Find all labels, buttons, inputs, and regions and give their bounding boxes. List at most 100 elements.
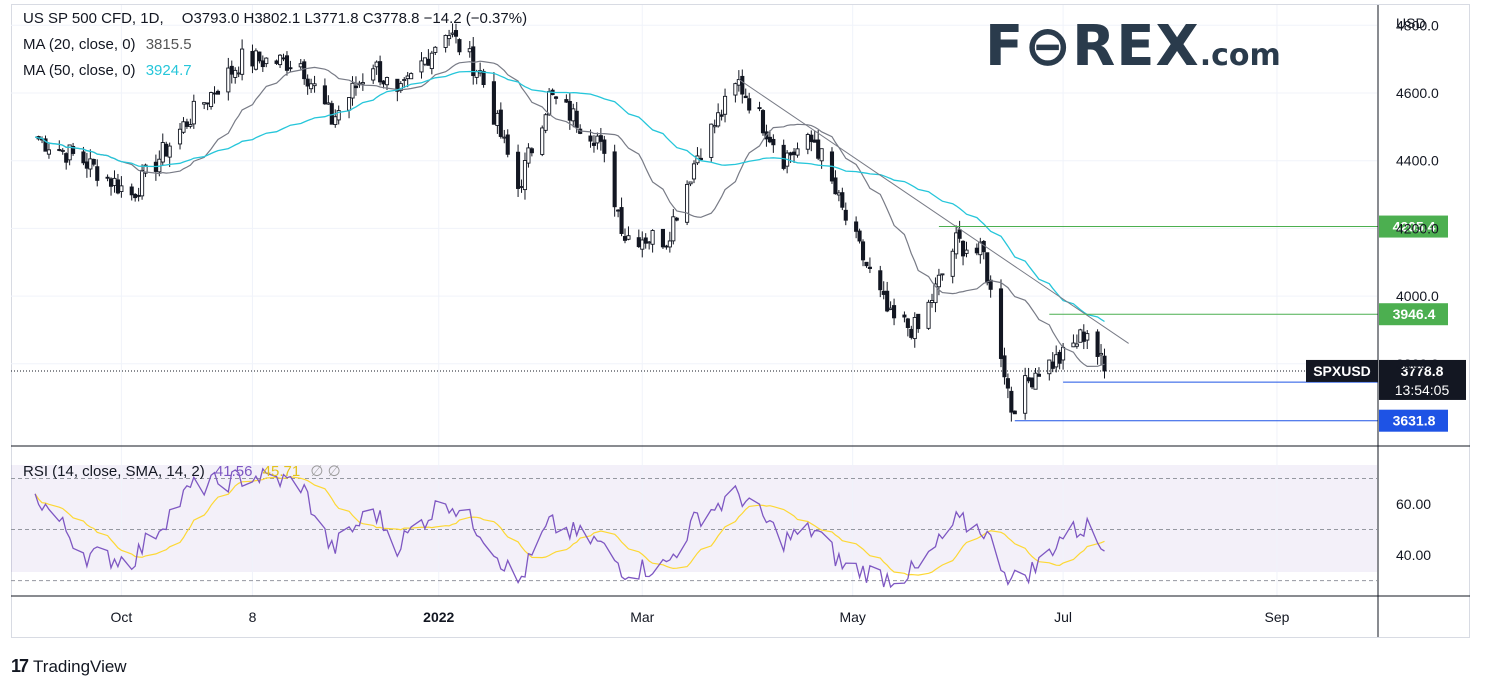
ma20-line <box>34 60 1105 368</box>
candle <box>716 103 721 128</box>
candle <box>429 50 434 75</box>
candle <box>1078 328 1083 343</box>
candle-body-down <box>1036 373 1041 377</box>
candle <box>843 202 848 226</box>
date-tick-label: Mar <box>630 609 654 625</box>
candle <box>1050 352 1055 373</box>
candle-body-down <box>115 179 120 194</box>
candle <box>740 69 745 104</box>
candle <box>543 113 548 134</box>
candle <box>936 268 941 296</box>
candle-body-down <box>1050 361 1055 369</box>
candle-body-up <box>543 114 548 131</box>
candle <box>91 158 96 167</box>
candle-body-up <box>167 145 172 158</box>
candle-body-up <box>1071 342 1076 348</box>
candle-body-down <box>719 114 724 117</box>
candle <box>540 125 545 157</box>
grid <box>11 5 1377 596</box>
candle-body-down <box>864 261 869 267</box>
candle-body-down <box>574 110 579 128</box>
candle-body-up <box>671 216 676 242</box>
candle-body-up <box>526 147 531 164</box>
candle-body-up <box>733 83 738 96</box>
candle <box>529 147 534 157</box>
candle <box>202 102 207 110</box>
price-tick-label: 4400.0 <box>1396 153 1439 169</box>
level-badge <box>1379 409 1448 432</box>
candle-body-up <box>1085 333 1090 341</box>
tradingview-label: TradingView <box>33 656 127 676</box>
candle <box>402 77 407 88</box>
candle-body-down <box>498 109 503 137</box>
candle-body-up <box>929 300 935 303</box>
candle <box>81 146 86 166</box>
candle-body-up <box>936 274 941 288</box>
candle <box>840 187 845 211</box>
candle-body-up <box>495 112 500 126</box>
candle <box>974 243 979 256</box>
ma20-label: MA (20, close, 0) <box>23 36 136 53</box>
date-tick-label: Oct <box>110 609 132 625</box>
candle <box>478 62 483 77</box>
candle <box>616 209 621 218</box>
candle-body-down <box>833 177 838 195</box>
candle-body-down <box>95 166 100 181</box>
candle <box>1074 334 1079 349</box>
logo-suffix: .com <box>1199 38 1281 73</box>
candle <box>347 97 352 119</box>
chart-frame <box>11 4 1470 638</box>
candle-body-up <box>547 91 552 116</box>
candle-body-down <box>812 139 817 143</box>
candle-body-down <box>257 51 262 62</box>
rsi-tick-label: 60.00 <box>1396 496 1431 512</box>
candle-body-up <box>160 142 165 163</box>
candle-body-up <box>685 183 690 223</box>
candle <box>626 226 631 241</box>
candle-body-up <box>371 68 376 81</box>
price-tick-label: 4200.0 <box>1396 220 1439 236</box>
candle-body-down <box>229 65 234 75</box>
candle-body-down <box>781 144 786 169</box>
candle-body-down <box>164 143 169 157</box>
candle <box>71 142 76 156</box>
candle <box>574 102 579 133</box>
candle-body-up <box>571 108 576 122</box>
candle-body-down <box>998 288 1004 359</box>
candle-body-up <box>519 186 524 188</box>
candle <box>743 88 748 99</box>
candle-body-down <box>471 46 476 77</box>
candle-body-down <box>505 134 510 155</box>
candle <box>964 241 969 258</box>
candle-body-up <box>1078 329 1083 343</box>
candle-body-down <box>288 67 293 70</box>
candle-body-up <box>1033 372 1038 390</box>
candle <box>1047 359 1052 381</box>
candle-body-down <box>602 139 607 154</box>
candle <box>322 78 327 105</box>
candle-body-down <box>378 61 383 83</box>
candle-body-down <box>1005 378 1010 389</box>
candle-body-down <box>91 159 96 165</box>
candle-body-up <box>912 317 917 340</box>
candle-body-down <box>553 96 559 99</box>
level-badge-label: 3631.8 <box>1393 413 1436 429</box>
candle <box>722 88 728 123</box>
candle <box>108 177 114 196</box>
candle-body-up <box>1061 346 1066 361</box>
last-price-badge <box>1379 359 1466 400</box>
currency-label: USD <box>1396 15 1426 31</box>
candle-body-down <box>660 228 666 248</box>
candle-body-up <box>143 164 148 174</box>
candle <box>264 57 269 68</box>
candle <box>284 51 290 76</box>
candle-body-down <box>184 121 189 127</box>
tradingview-brand[interactable]: 17 TradingView <box>11 656 127 677</box>
candle-body-up <box>405 75 410 80</box>
candle <box>747 92 752 114</box>
candle <box>805 132 810 155</box>
candle <box>457 38 462 56</box>
candle <box>553 95 559 105</box>
candle <box>209 91 214 110</box>
